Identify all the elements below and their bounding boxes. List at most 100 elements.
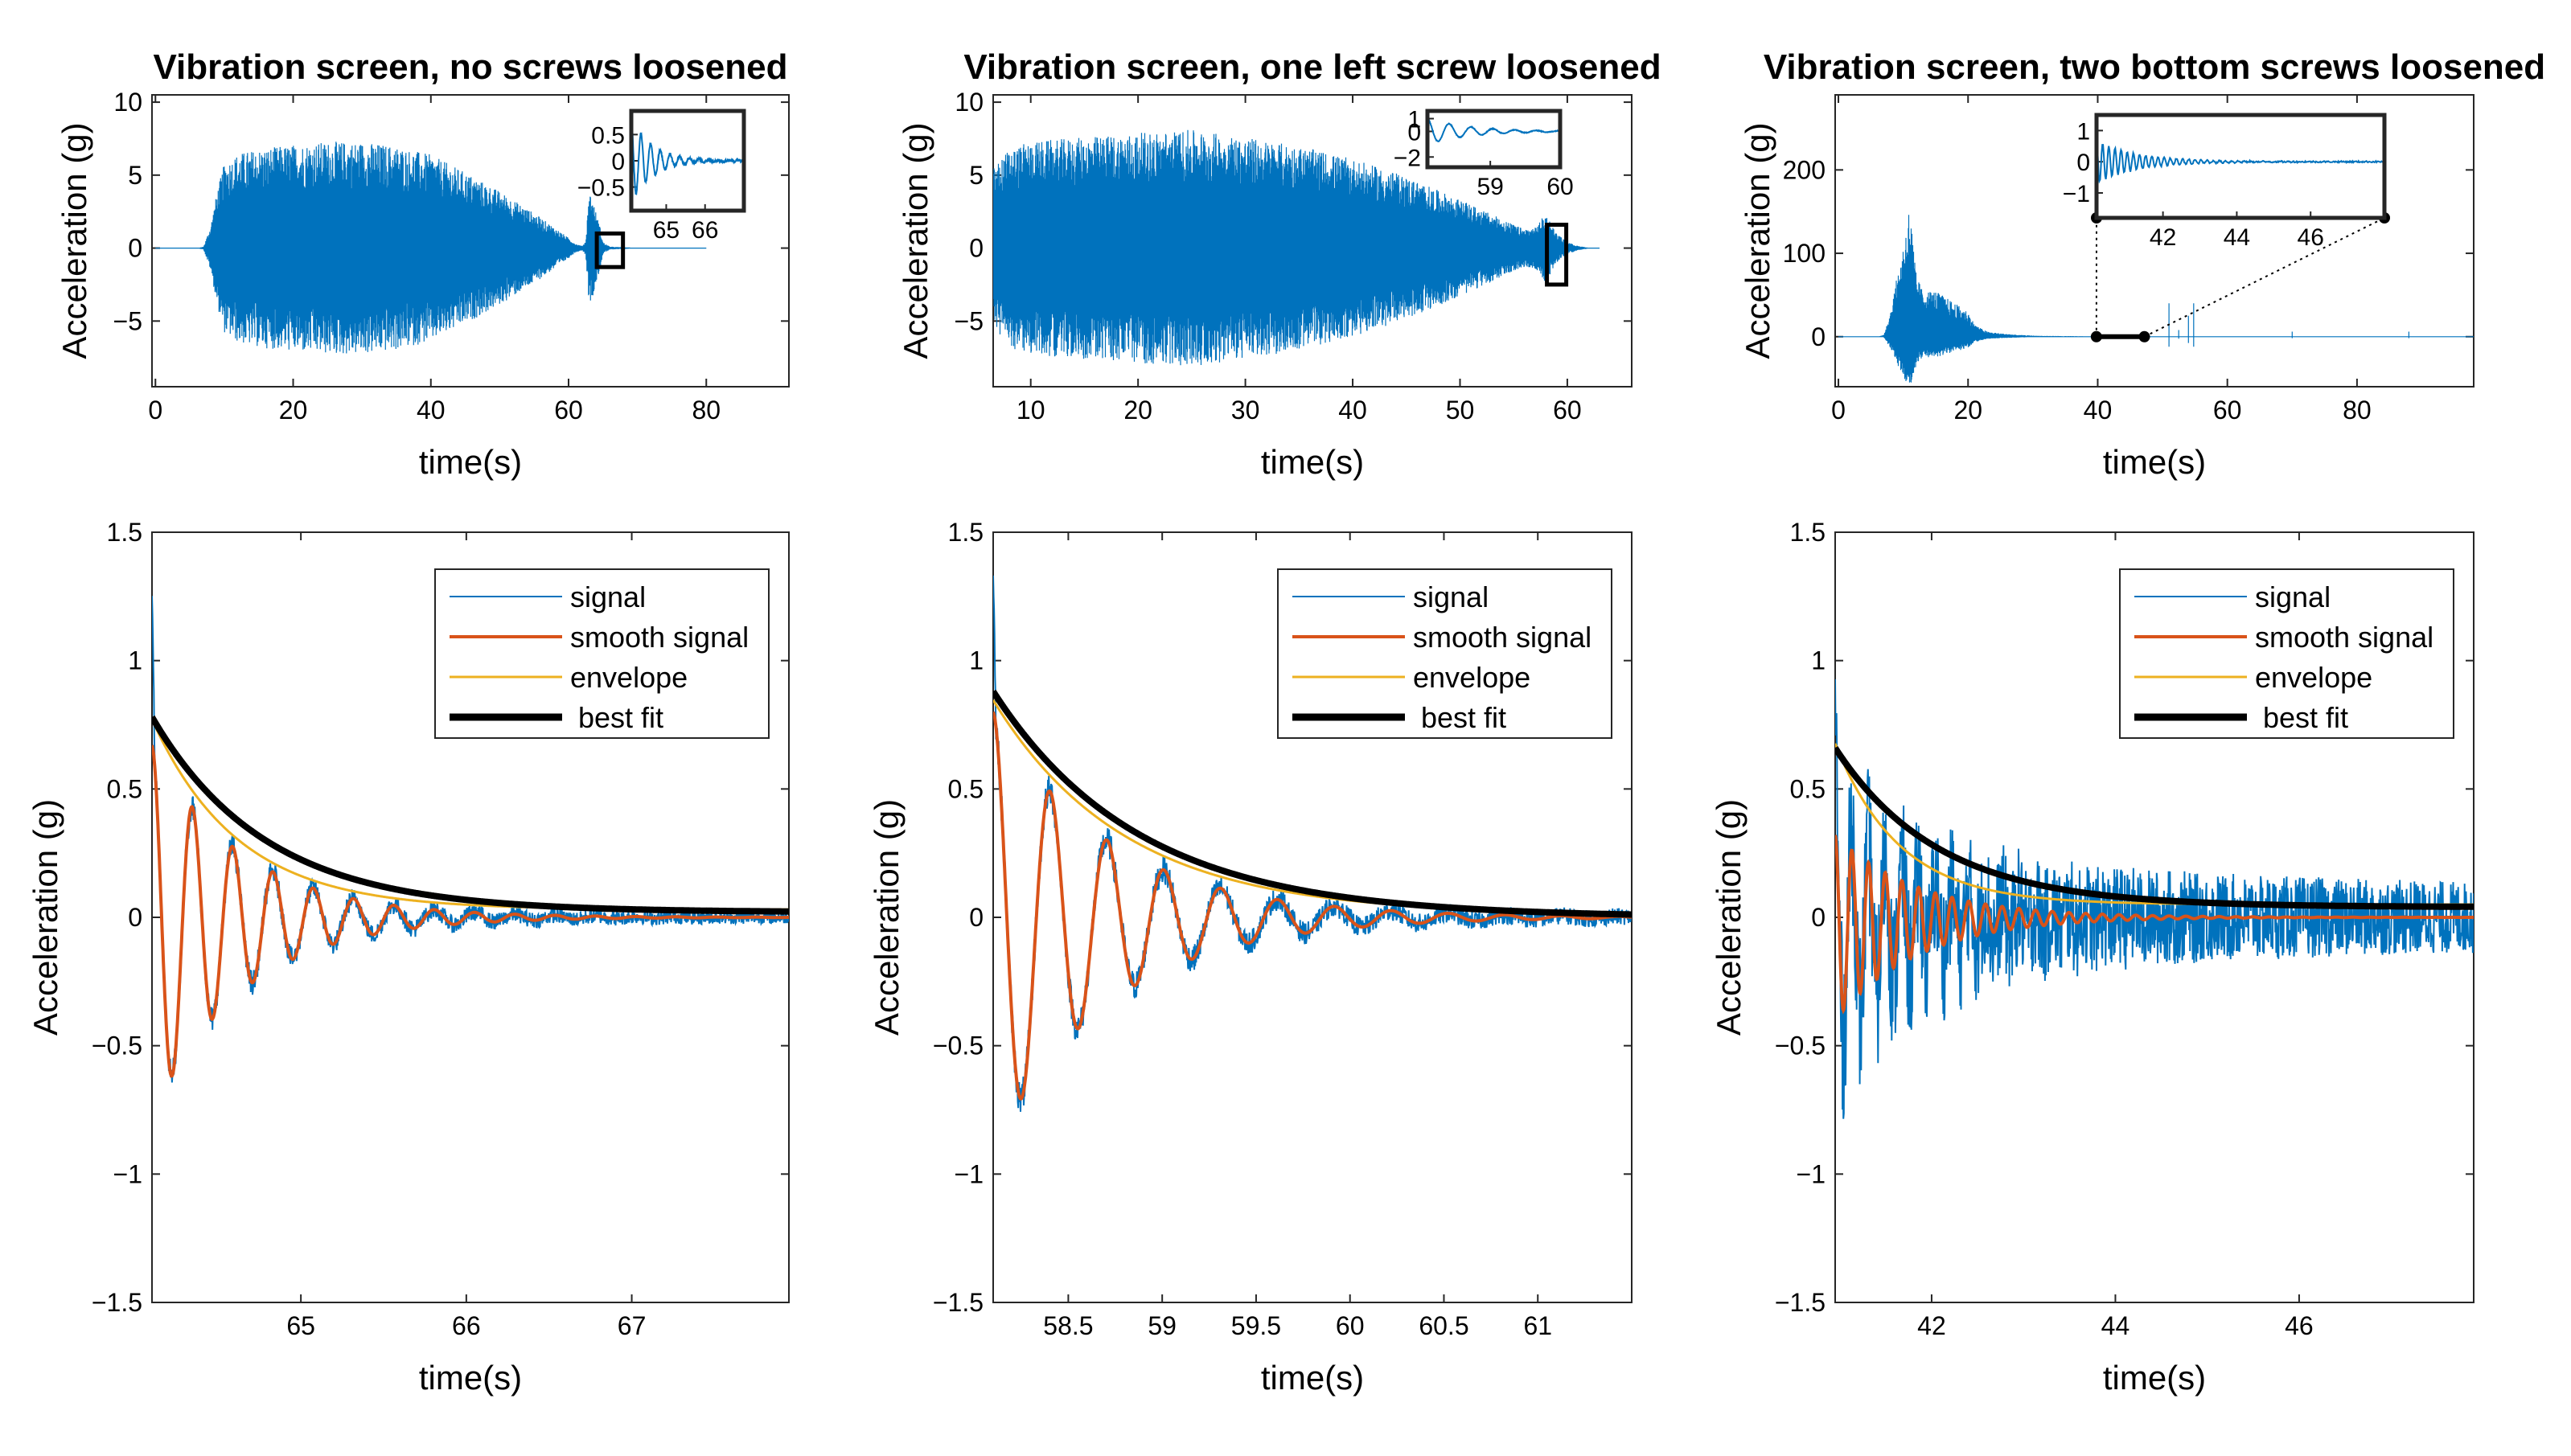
chart3-xtick-label: 80 [2343, 396, 2372, 424]
chart5-xtick-label: 60 [1336, 1311, 1365, 1340]
chart5-xtick-label: 59.5 [1231, 1311, 1281, 1340]
chart2-ylabel: Acceleration (g) [897, 122, 934, 359]
chart2-xtick-label: 20 [1123, 396, 1152, 424]
chart3-inset-ytick-label: 0 [2076, 150, 2090, 176]
chart4-best-fit-line [152, 715, 789, 915]
chart4-legend-label: smooth signal [570, 621, 749, 654]
chart3-ytick-label: 100 [1783, 239, 1826, 268]
chart6-xlabel: time(s) [2103, 1359, 2206, 1397]
chart1-inset-signal-line [630, 117, 745, 196]
chart1-inset-border [629, 109, 746, 213]
chart4-ylabel: Acceleration (g) [27, 799, 64, 1036]
chart3-inset-frame [2094, 113, 2387, 220]
chart1-title: Vibration screen, no screws loosened [153, 47, 787, 87]
chart4-xtick-label: 66 [452, 1311, 481, 1340]
chart1-xtick-label: 80 [692, 396, 721, 424]
chart5-ytick-label: −1 [955, 1159, 984, 1188]
chart2-ytick-label: 0 [969, 234, 984, 263]
chart4-legend-label: envelope [570, 661, 688, 694]
chart5-ytick-label: 1.5 [948, 518, 984, 547]
chart1-ytick-label: 5 [128, 161, 142, 190]
chart4-ytick-label: 0.5 [107, 774, 142, 803]
chart4-xtick-label: 67 [618, 1311, 647, 1340]
chart3-inset-signal-line [2096, 139, 2385, 184]
chart5-legend: signal smooth signal envelope best fit [1277, 568, 1612, 739]
chart3-xtick-label: 20 [1953, 396, 1982, 424]
chart4-legend-label: best fit [578, 701, 663, 734]
chart2-inset-signal-line [1427, 117, 1561, 142]
chart2-inset-border [1425, 109, 1563, 170]
chart4-ytick-label: −1 [113, 1159, 142, 1188]
chart2-xtick-label: 30 [1231, 396, 1260, 424]
chart6-legend-label: signal [2255, 580, 2331, 613]
chart6-legend-label: envelope [2255, 661, 2372, 694]
chart5-xlabel: time(s) [1261, 1359, 1364, 1397]
chart6-legend-label: best fit [2263, 701, 2348, 734]
chart1-ytick-label: −5 [113, 306, 142, 335]
chart2-inset-ytick-label: 1 [1407, 107, 1421, 133]
chart1-xtick-label: 20 [279, 396, 308, 424]
chart2-signal-line [993, 129, 1600, 366]
chart1-zoom-box [594, 231, 626, 269]
chart3-xtick-label: 40 [2084, 396, 2113, 424]
chart6-signal-line [1835, 679, 2474, 1119]
chart5-smooth-signal-line [993, 711, 1632, 1101]
chart6-ytick-label: 0.5 [1790, 774, 1826, 803]
chart1-signal-line [155, 141, 707, 354]
chart6-legend: signal smooth signal envelope best fit [2119, 568, 2454, 739]
chart5-ylabel: Acceleration (g) [868, 799, 906, 1036]
chart5-legend-label: envelope [1413, 661, 1530, 694]
chart3-title: Vibration screen, two bottom screws loos… [1764, 47, 2545, 87]
chart1-xtick-label: 60 [554, 396, 583, 424]
chart3-inset-border [2094, 113, 2387, 220]
chart5-ytick-label: 0.5 [948, 774, 984, 803]
chart1-xlabel: time(s) [419, 443, 522, 481]
chart3-inset-xtick-label: 46 [2298, 224, 2324, 251]
chart5-ytick-label: −1.5 [933, 1288, 984, 1317]
chart6-ytick-label: 1 [1811, 646, 1826, 675]
chart1-inset-xtick-label: 65 [653, 217, 680, 244]
chart2-inset-xtick-label: 60 [1546, 174, 1573, 200]
chart5-ytick-label: −0.5 [933, 1032, 984, 1060]
chart2-inset-frame [1425, 109, 1563, 170]
chart3-inset-ytick-label: −1 [2063, 181, 2090, 207]
chart4-xtick-label: 65 [286, 1311, 315, 1340]
chart3-xtick-label: 60 [2213, 396, 2242, 424]
chart2-inset-ytick-label: −2 [1394, 145, 1421, 171]
chart4-ytick-label: 0 [128, 903, 142, 932]
chart2-xtick-label: 40 [1338, 396, 1367, 424]
chart4-legend: signal smooth signal envelope best fit [434, 568, 770, 739]
chart5-best-fit-line [993, 689, 1632, 918]
chart6-ytick-label: 0 [1811, 903, 1826, 932]
chart6-xtick-label: 46 [2285, 1311, 2314, 1340]
chart1-ytick-label: 0 [128, 234, 142, 263]
chart2-ytick-label: −5 [955, 306, 984, 335]
chart4-legend-label: signal [570, 580, 646, 613]
chart5-legend-label: signal [1413, 580, 1489, 613]
chart1-inset-ytick-label: −0.5 [577, 175, 625, 202]
chart3-inset-xtick-label: 42 [2150, 224, 2176, 251]
chart6-smooth-signal-line [1835, 835, 2474, 1015]
chart4-smooth-signal-line [152, 744, 789, 1078]
chart6-legend-label: smooth signal [2255, 621, 2433, 654]
chart3-ytick-label: 0 [1811, 322, 1826, 351]
chart1-inset-ytick-label: 0 [611, 149, 625, 175]
chart2-xlabel: time(s) [1261, 443, 1364, 481]
chart2-inset-ytick-label: 0 [1407, 119, 1421, 146]
chart6-xtick-label: 44 [2101, 1311, 2130, 1340]
chart4-ytick-label: −1.5 [92, 1288, 142, 1317]
chart2-title: Vibration screen, one left screw loosene… [963, 47, 1661, 87]
chart5-xtick-label: 59 [1148, 1311, 1177, 1340]
chart3-inset-xtick-label: 44 [2224, 224, 2250, 251]
chart5-xtick-label: 61 [1523, 1311, 1552, 1340]
chart4-ytick-label: −0.5 [92, 1032, 142, 1060]
chart4-ytick-label: 1 [128, 646, 142, 675]
chart3-ylabel: Acceleration (g) [1739, 122, 1776, 359]
chart6-ytick-label: −1 [1797, 1159, 1826, 1188]
chart1-inset-ytick-label: 0.5 [591, 122, 625, 149]
chart2-zoom-box [1545, 223, 1569, 287]
chart4-xlabel: time(s) [419, 1359, 522, 1397]
chart1-inset-xtick-label: 66 [692, 217, 718, 244]
chart2-ytick-label: 5 [969, 161, 984, 190]
